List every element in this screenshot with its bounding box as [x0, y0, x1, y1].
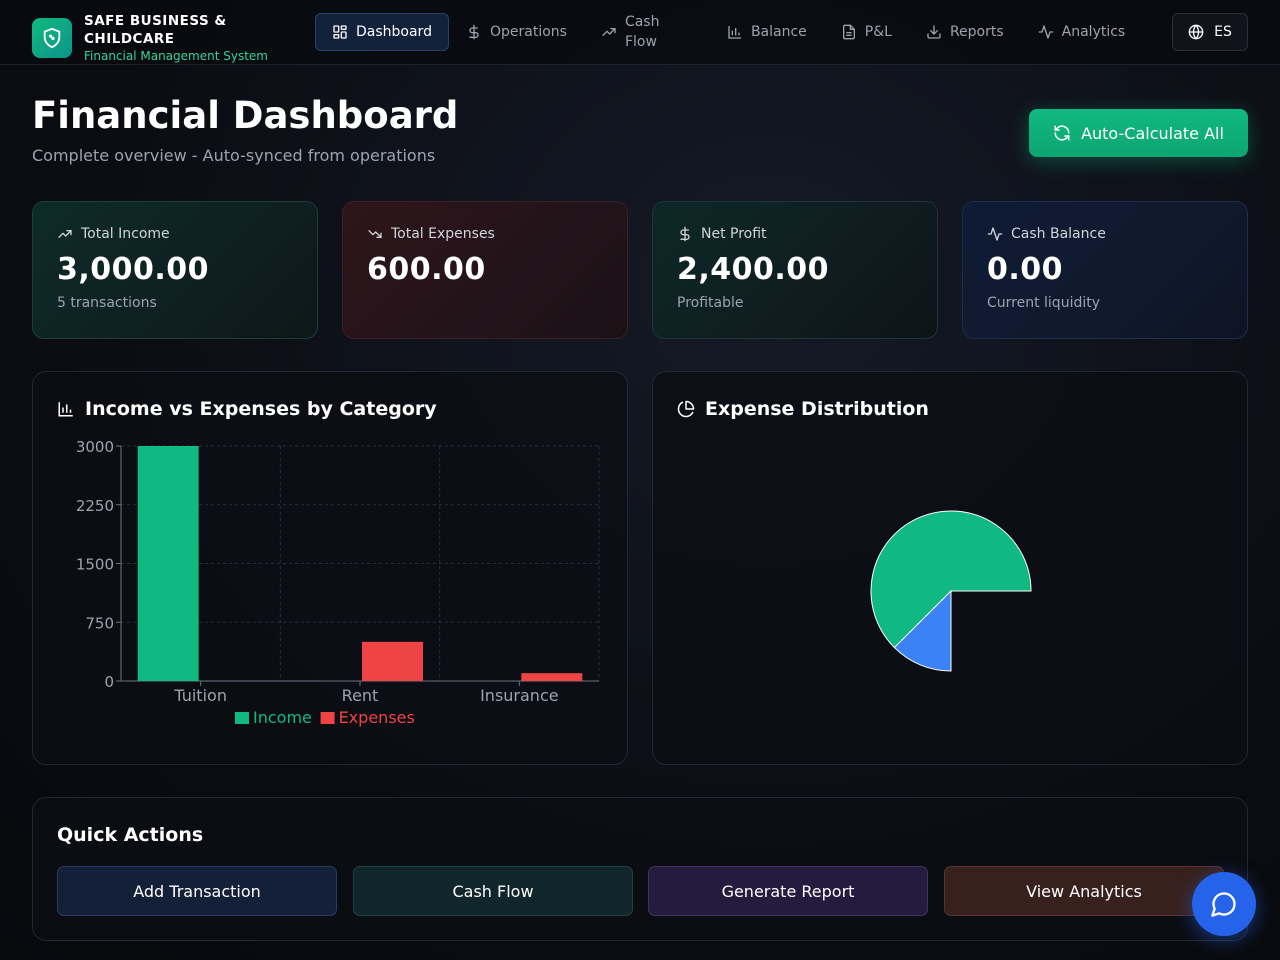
page-subtitle: Complete overview - Auto-synced from ope… — [32, 146, 436, 165]
chat-bubble-icon — [1211, 892, 1236, 917]
pie-slice-insurance — [893, 589, 952, 672]
trend-up-icon — [58, 230, 72, 238]
language-label: ES — [1214, 24, 1232, 40]
nav-label: P&L — [864, 24, 892, 40]
generate-report-button[interactable]: Generate Report — [648, 866, 928, 916]
panel-title: Income vs Expenses by Category — [85, 398, 437, 420]
stat-label: Net Profit — [701, 226, 767, 242]
y-tick-label: 0 — [104, 673, 114, 691]
main-nav: Dashboard Operations Cash Flow Balance P… — [315, 13, 1142, 51]
nav-pnl[interactable]: P&L — [824, 13, 909, 51]
brand-subtitle: Financial Management System — [84, 49, 268, 63]
stat-label: Total Expenses — [391, 226, 495, 242]
dollar-icon — [680, 226, 690, 242]
total-income-card: Total Income 3,000.00 5 transactions — [32, 201, 318, 339]
language-toggle-button[interactable]: ES — [1172, 13, 1248, 51]
pie-slice-rent — [870, 510, 1032, 649]
nav-dashboard[interactable]: Dashboard — [315, 13, 449, 51]
y-tick-label: 2250 — [76, 497, 114, 515]
brand[interactable]: SAFE BUSINESS & CHILDCARE Financial Mana… — [32, 12, 269, 64]
legend-swatch — [235, 712, 249, 724]
stat-label: Total Income — [81, 226, 170, 242]
quick-actions-title: Quick Actions — [57, 824, 204, 846]
total-expenses-card: Total Expenses 600.00 — [342, 201, 628, 339]
page-title: Financial Dashboard — [32, 94, 459, 137]
document-icon — [842, 24, 855, 40]
nav-label: Analytics — [1061, 24, 1126, 40]
auto-calculate-label: Auto-Calculate All — [1081, 123, 1224, 143]
bar-chart-icon — [58, 402, 73, 417]
expenses-bar — [362, 641, 423, 681]
nav-label: Reports — [949, 24, 1004, 40]
legend-swatch — [320, 712, 335, 724]
bar-chart: 0 750 1500 2250 3000 Tuition Rent Insurance Inco… — [76, 438, 600, 727]
cash-balance-card: Cash Balance 0.00 Current liquidity — [962, 201, 1248, 339]
grid-icon — [333, 25, 347, 39]
cash-balance-value: 0.00 — [987, 252, 1064, 287]
activity-icon — [1038, 25, 1053, 39]
bar-chart-icon — [728, 26, 741, 39]
nav-cash-flow[interactable]: Cash Flow — [584, 13, 710, 51]
panel-title: Expense Distribution — [705, 398, 929, 420]
dollar-icon — [469, 24, 479, 40]
cash-balance-note: Current liquidity — [987, 295, 1101, 311]
y-tick-label: 1500 — [76, 556, 114, 574]
auto-calculate-button[interactable]: Auto-Calculate All — [1029, 109, 1248, 157]
nav-balance[interactable]: Balance — [710, 13, 824, 51]
net-profit-note: Profitable — [677, 295, 744, 311]
total-income-value: 3,000.00 — [57, 252, 210, 287]
nav-label: Balance — [750, 24, 807, 40]
nav-label: Dashboard — [356, 24, 432, 40]
net-profit-card: Net Profit 2,400.00 Profitable — [652, 201, 938, 339]
chat-button[interactable] — [1192, 872, 1256, 936]
net-profit-value: 2,400.00 — [677, 252, 830, 287]
nav-label: Operations — [489, 24, 567, 40]
legend-label: Expenses — [339, 708, 415, 727]
pie-chart-icon — [677, 400, 695, 418]
trend-up-icon — [602, 27, 616, 36]
y-tick-label: 3000 — [76, 438, 114, 456]
add-transaction-button[interactable]: Add Transaction — [57, 866, 337, 916]
cash-flow-button[interactable]: Cash Flow — [353, 866, 633, 916]
stat-label: Cash Balance — [1011, 226, 1106, 242]
trend-down-icon — [368, 230, 382, 238]
view-analytics-button[interactable]: View Analytics — [944, 866, 1224, 916]
x-tick-label: Rent — [342, 686, 379, 705]
nav-analytics[interactable]: Analytics — [1021, 13, 1143, 51]
expense-distribution-panel: Expense Distribution — [652, 371, 1248, 765]
nav-label: Cash Flow — [624, 14, 660, 50]
activity-icon — [987, 227, 1003, 241]
income-expenses-chart-panel: Income vs Expenses by Category 0 750 1500 2… — [32, 371, 628, 765]
top-navigation-bar: SAFE BUSINESS & CHILDCARE Financial Mana… — [0, 0, 1280, 65]
download-icon — [927, 25, 941, 39]
total-expenses-value: 600.00 — [367, 252, 486, 287]
x-tick-label: Insurance — [480, 686, 559, 705]
expenses-bar — [521, 673, 583, 681]
income-bar — [137, 446, 199, 681]
brand-title: SAFE BUSINESS & CHILDCARE — [84, 13, 227, 47]
y-tick-label: 750 — [85, 614, 114, 632]
legend-label: Income — [253, 708, 312, 727]
pie-chart — [870, 510, 1032, 672]
total-income-note: 5 transactions — [57, 295, 157, 311]
nav-operations[interactable]: Operations — [449, 13, 584, 51]
shield-icon — [32, 18, 72, 58]
quick-actions-panel: Quick Actions Add Transaction Cash Flow … — [32, 797, 1248, 941]
nav-reports[interactable]: Reports — [909, 13, 1021, 51]
globe-icon — [1188, 24, 1204, 40]
refresh-icon — [1054, 125, 1070, 141]
x-tick-label: Tuition — [173, 686, 227, 705]
